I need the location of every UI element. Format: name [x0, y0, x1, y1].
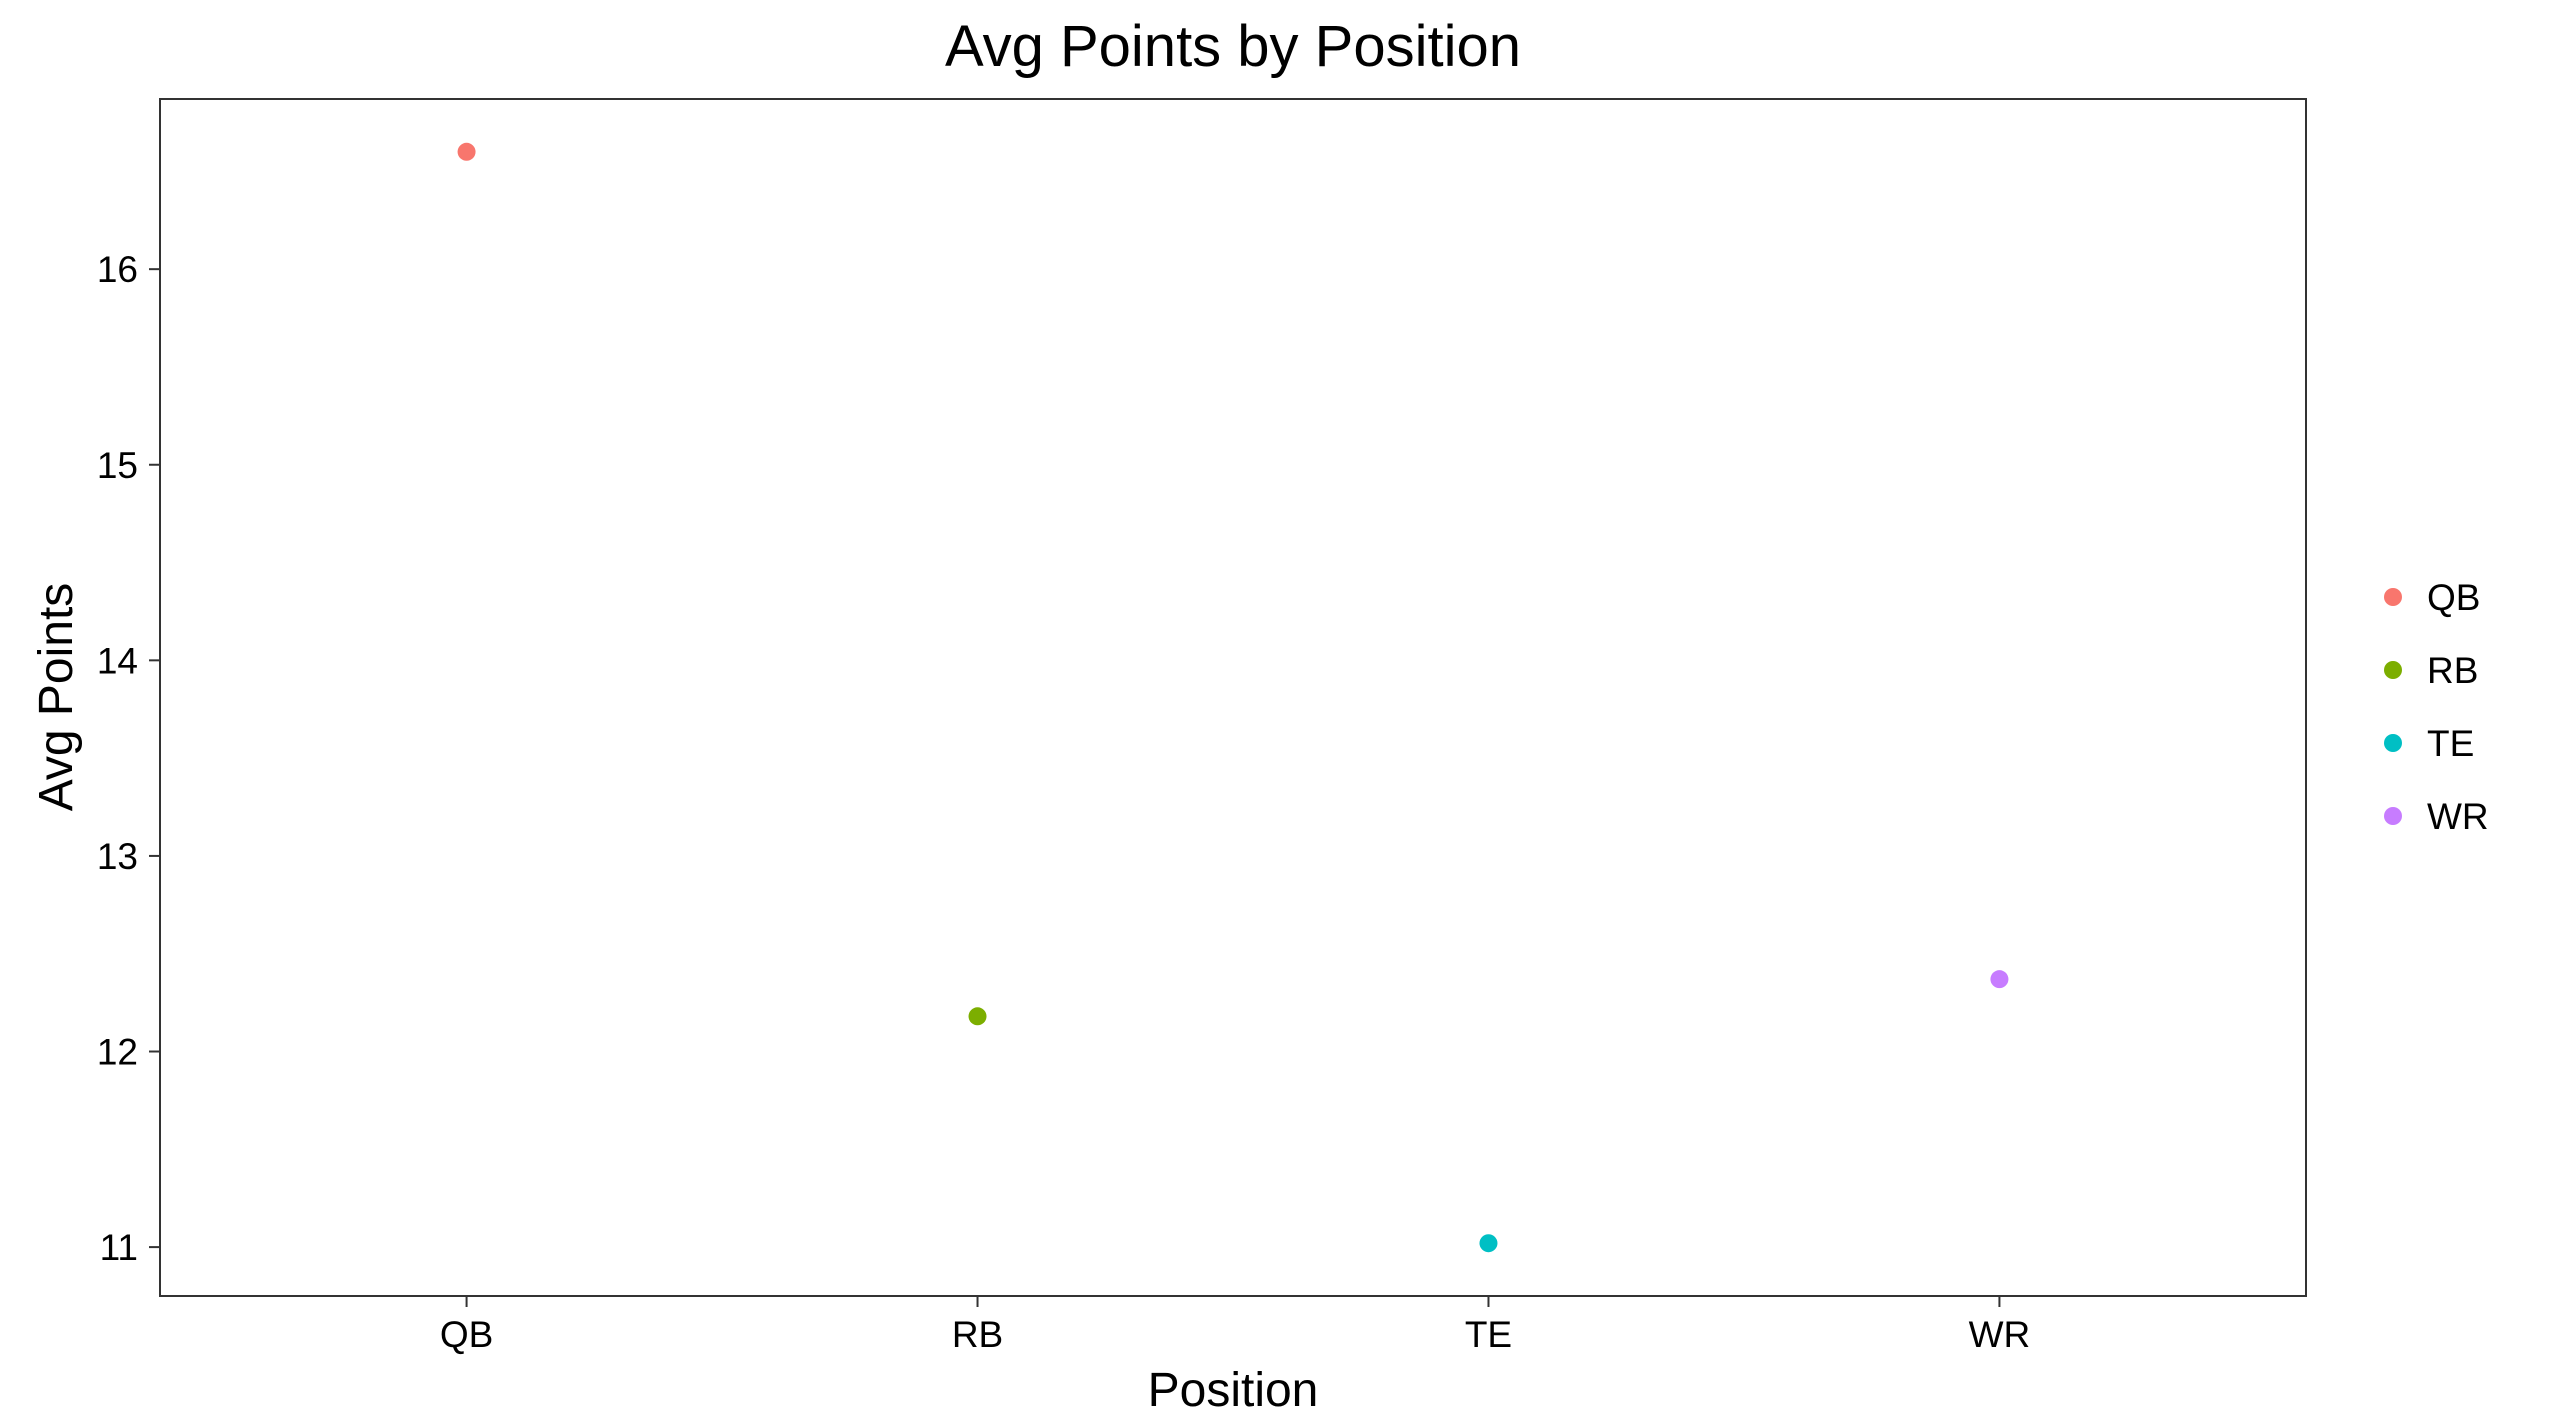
x-axis: QB RB TE WR: [440, 1296, 2030, 1355]
y-axis-title: Avg Points: [30, 583, 83, 812]
legend-label: WR: [2427, 796, 2489, 837]
legend-label: TE: [2427, 723, 2474, 764]
y-tick-label: 12: [97, 1032, 138, 1073]
legend-key-qb: [2384, 588, 2402, 606]
x-tick-label: QB: [440, 1314, 493, 1355]
data-point-qb: [457, 142, 476, 161]
data-points: [457, 142, 2009, 1253]
x-tick-label: WR: [1969, 1314, 2031, 1355]
legend-label: RB: [2427, 650, 2478, 691]
plot-panel: [159, 98, 2307, 1297]
x-axis-title: Position: [1148, 1364, 1319, 1417]
legend-key-wr: [2384, 807, 2402, 825]
legend-key-te: [2384, 734, 2402, 752]
y-tick-label: 16: [97, 249, 138, 290]
y-tick-label: 14: [97, 640, 138, 681]
x-tick-label: RB: [952, 1314, 1003, 1355]
x-tick-label: TE: [1465, 1314, 1512, 1355]
data-point-te: [1479, 1234, 1498, 1253]
chart-title: Avg Points by Position: [945, 14, 1521, 79]
data-point-rb: [968, 1007, 987, 1026]
legend-key-rb: [2384, 661, 2402, 679]
y-tick-label: 11: [100, 1227, 138, 1268]
data-point-wr: [1990, 970, 2009, 989]
y-tick-label: 13: [97, 836, 138, 877]
legend: QB RB TE WR: [2384, 577, 2489, 837]
y-axis: 11 12 13 14 15 16: [97, 249, 160, 1268]
y-tick-label: 15: [97, 445, 138, 486]
legend-label: QB: [2427, 577, 2480, 618]
